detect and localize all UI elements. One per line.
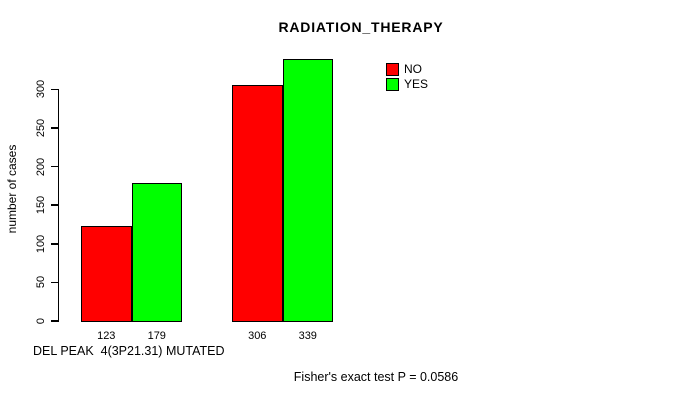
y-axis-line [57, 88, 59, 322]
bar-yes-group-2 [282, 59, 333, 323]
y-tick-label: 200 [35, 157, 47, 176]
legend-row-no: NO [386, 62, 428, 77]
legend-label-no: NO [404, 62, 422, 76]
bar-value-label: 179 [147, 330, 166, 342]
y-axis-label: number of cases [5, 144, 19, 234]
y-tick [50, 127, 58, 129]
bar-no-group-1 [81, 225, 132, 323]
legend-swatch-no [386, 63, 399, 76]
y-tick [50, 243, 58, 245]
y-tick [50, 204, 58, 206]
bar-value-label: 339 [298, 330, 317, 342]
x-axis-label: DEL PEAK 4(3P21.31) MUTATED [33, 344, 225, 358]
y-tick [50, 88, 58, 91]
y-tick [50, 320, 58, 322]
bar-no-group-2 [232, 84, 283, 323]
y-tick-label: 250 [35, 118, 47, 138]
bar-value-label: 306 [248, 330, 267, 342]
y-tick [50, 165, 58, 168]
y-tick-label: 150 [35, 195, 47, 215]
y-tick-label: 300 [35, 80, 47, 99]
y-tick [50, 281, 58, 284]
y-tick-label: 0 [35, 317, 47, 325]
y-tick-label: 50 [35, 276, 47, 289]
fisher-test-annotation: Fisher's exact test P = 0.0586 [293, 370, 459, 384]
y-tick-label: 100 [35, 234, 47, 253]
legend: NO YES [386, 62, 428, 92]
legend-swatch-yes [386, 78, 399, 91]
bar-yes-group-1 [131, 182, 182, 323]
chart-title: RADIATION_THERAPY [278, 19, 444, 35]
legend-row-yes: YES [386, 77, 428, 92]
bar-value-label: 123 [97, 330, 116, 342]
legend-label-yes: YES [404, 77, 429, 91]
